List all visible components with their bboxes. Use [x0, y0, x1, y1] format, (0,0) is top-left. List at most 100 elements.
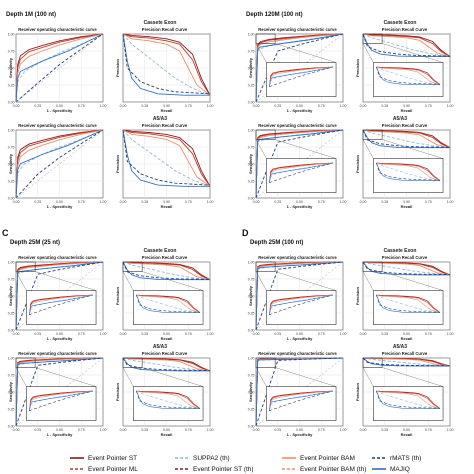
- y-tick-label: 0.25: [8, 312, 15, 316]
- pr-ylabel: Precision: [115, 286, 120, 305]
- x-tick-label: 0.50: [56, 428, 63, 432]
- x-tick-label: 0.50: [296, 104, 303, 108]
- x-tick-label: 0.25: [34, 104, 41, 108]
- x-tick-label: 1.00: [100, 104, 107, 108]
- roc-title: Receiver operating characteristic curve: [258, 351, 337, 356]
- roc-xlabel: 1 - Specificity: [287, 336, 314, 341]
- roc-series-line: [255, 261, 344, 331]
- pr-title: Precision Recall Curve: [382, 27, 428, 32]
- inset-frame: [266, 158, 337, 193]
- roc-xlabel: 1 - Specificity: [47, 336, 74, 341]
- legend-label: Event Pointer BAM (th): [300, 466, 366, 473]
- inset-frame: [266, 386, 337, 421]
- x-tick-label: 0.75: [78, 200, 85, 204]
- x-tick-label: 1.00: [100, 428, 107, 432]
- pr-series-line: [362, 33, 451, 58]
- inset-series-line: [29, 390, 94, 411]
- zoom-connector: [255, 367, 267, 387]
- roc-series-line: [15, 261, 104, 331]
- zoom-connector: [122, 367, 134, 387]
- zoom-connector: [362, 139, 374, 159]
- pr-series-line: [362, 261, 451, 276]
- depth-label: Depth 25M (100 nt): [250, 240, 303, 246]
- inset-series-line: [269, 66, 334, 87]
- y-tick-label: 0.50: [248, 67, 255, 71]
- legend-label: Event Pointer ST (th): [193, 466, 254, 473]
- inset-series-line: [136, 390, 200, 409]
- inset-series-line: [136, 390, 201, 409]
- x-tick-label: 0.25: [34, 428, 41, 432]
- x-tick-label: 0.50: [403, 332, 410, 336]
- x-tick-label: 0.25: [381, 104, 388, 108]
- pr-plot: 0.00 0.25 0.50 0.75 1.00: [360, 357, 453, 432]
- x-tick-label: 0.25: [274, 200, 281, 204]
- pr-series-line: [362, 357, 451, 367]
- depth-label: Depth 120M (100 nt): [246, 12, 303, 18]
- x-tick-label: 0.75: [185, 104, 192, 108]
- inset-series-line: [29, 294, 94, 315]
- pr-series-line: [362, 129, 451, 148]
- pr-plot: 0.00 0.25 0.50 0.75 1.00: [360, 261, 453, 336]
- inset-series-line: [376, 390, 440, 409]
- zoom-region: [255, 261, 276, 272]
- pr-plot: 0.00 0.25 0.50 0.75 1.00: [120, 357, 213, 432]
- x-tick-label: 0.50: [296, 200, 303, 204]
- inset-series-line: [376, 390, 441, 409]
- roc-ylabel: Sensitivity: [8, 153, 13, 174]
- y-tick-label: 0.25: [248, 408, 255, 412]
- y-tick-label: 1.00: [248, 357, 255, 361]
- pr-series-line: [122, 33, 210, 96]
- x-tick-label: 0.00: [253, 428, 260, 432]
- pr-series-line: [362, 261, 451, 276]
- zoom-connector: [275, 367, 337, 387]
- legend: Event Pointer ST SUPPA2 (th) Event Pointer…: [70, 455, 421, 473]
- diagonal-reference: [15, 129, 104, 199]
- inset-series-line: [376, 66, 441, 85]
- pr-plot: 0.00 0.25 0.50 0.75 1.00: [120, 261, 213, 336]
- y-tick-label: 1.00: [8, 261, 15, 265]
- inset-series-line: [376, 390, 441, 409]
- x-tick-label: 0.50: [403, 428, 410, 432]
- pr-plot: 0.00 0.25 0.50 0.75 1.00: [360, 129, 453, 204]
- x-tick-label: 0.25: [141, 104, 148, 108]
- x-tick-label: 0.75: [318, 332, 325, 336]
- pr-series-line: [362, 129, 450, 149]
- roc-series-line: [255, 261, 344, 331]
- pr-title: Precision Recall Curve: [142, 351, 188, 356]
- x-tick-label: 0.75: [425, 332, 432, 336]
- x-tick-label: 1.00: [100, 200, 107, 204]
- y-tick-label: 0.75: [248, 50, 255, 54]
- pr-series-line: [362, 129, 451, 149]
- x-tick-label: 0.25: [34, 332, 41, 336]
- inset-series-line: [269, 162, 334, 183]
- event-type-label: A5/A3: [393, 116, 407, 122]
- inset-series-line: [136, 294, 201, 313]
- x-tick-label: 0.50: [163, 104, 170, 108]
- roc-series-line: [255, 129, 344, 199]
- zoom-connector: [362, 367, 374, 387]
- inset-series-line: [376, 390, 441, 409]
- inset-series-line: [269, 162, 334, 183]
- y-tick-label: 0.00: [248, 101, 255, 105]
- zoom-connector: [382, 43, 444, 63]
- inset-series-line: [269, 294, 334, 315]
- pr-series-line: [122, 33, 211, 95]
- roc-ylabel: Sensitivity: [248, 381, 253, 402]
- x-tick-label: 0.75: [318, 428, 325, 432]
- legend-label: Event Pointer ML: [88, 466, 138, 473]
- x-tick-label: 0.00: [13, 104, 20, 108]
- y-tick-label: 0.75: [8, 374, 15, 378]
- inset-series-line: [376, 294, 441, 313]
- x-tick-label: 1.00: [340, 200, 347, 204]
- inset-series-line: [136, 294, 200, 313]
- inset-series-line: [269, 390, 334, 411]
- inset-series-line: [376, 294, 441, 313]
- roc-series-line: [15, 33, 104, 103]
- y-tick-label: 0.75: [8, 278, 15, 282]
- pr-series-line: [122, 261, 211, 281]
- panel-letter: D: [242, 228, 249, 238]
- diagonal-reference: [255, 261, 344, 331]
- roc-xlabel: 1 - Specificity: [287, 432, 314, 437]
- inset-frame: [26, 386, 97, 421]
